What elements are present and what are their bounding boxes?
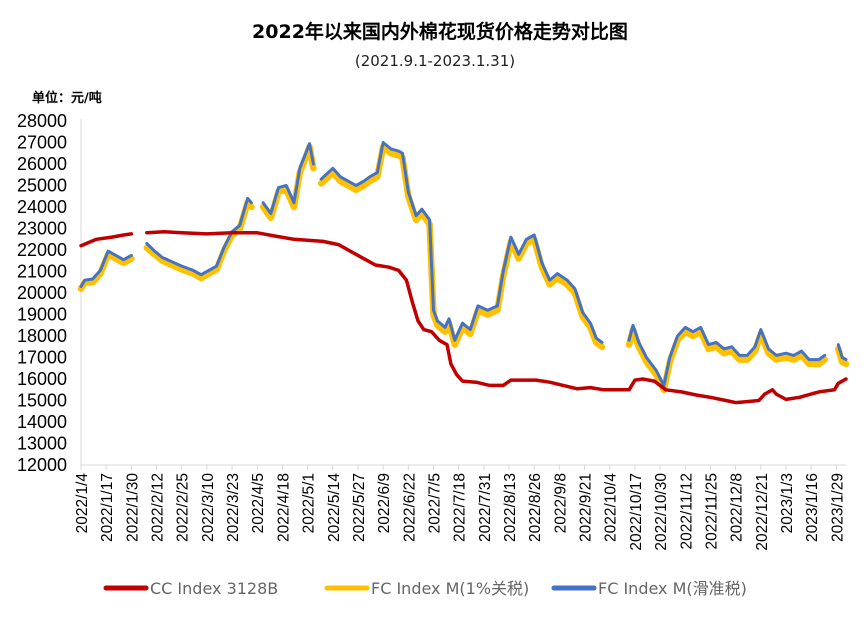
y-tick-label: 17000 bbox=[17, 348, 67, 368]
x-axis: 2022/1/4 2022/1/17 2022/1/30 2022/2/12 2022/… bbox=[74, 464, 846, 551]
x-tick-label: 2023/1/3 bbox=[779, 473, 796, 533]
x-tick-label: 2022/4/5 bbox=[250, 473, 267, 533]
y-tick-label: 27000 bbox=[17, 133, 67, 153]
y-tick-label: 21000 bbox=[17, 262, 67, 282]
x-tick-label: 2022/7/31 bbox=[477, 473, 494, 542]
x-tick-label: 2022/11/25 bbox=[703, 473, 720, 549]
y-axis: 2800027000260002500024000230002200021000… bbox=[17, 111, 82, 475]
x-tick-label: 2023/1/16 bbox=[804, 473, 821, 542]
chart-title: 2022年以来国内外棉花现货价格走势对比图 bbox=[252, 20, 628, 43]
x-tick-label: 2022/2/12 bbox=[150, 473, 167, 542]
x-tick-label: 2022/5/14 bbox=[326, 473, 343, 542]
x-tick-label: 2022/8/13 bbox=[502, 473, 519, 542]
legend-label-1: CC Index 3128B bbox=[150, 579, 278, 598]
x-tick-label: 2022/3/10 bbox=[200, 473, 217, 542]
legend-label-3: FC Index M(滑准税) bbox=[598, 579, 747, 598]
y-tick-label: 24000 bbox=[17, 197, 67, 217]
y-tick-label: 20000 bbox=[17, 283, 67, 303]
y-tick-label: 12000 bbox=[17, 455, 67, 475]
x-tick-label: 2022/9/21 bbox=[578, 473, 595, 542]
y-tick-label: 26000 bbox=[17, 154, 67, 174]
legend-label-2: FC Index M(1%关税) bbox=[371, 579, 529, 598]
x-tick-label: 2022/6/9 bbox=[376, 473, 393, 533]
y-tick-label: 16000 bbox=[17, 369, 67, 389]
series-line-3 bbox=[79, 141, 848, 387]
y-tick-label: 23000 bbox=[17, 219, 67, 239]
x-tick-label: 2022/5/27 bbox=[351, 473, 368, 542]
x-tick-label: 2022/7/5 bbox=[426, 473, 443, 533]
x-tick-label: 2022/8/26 bbox=[527, 473, 544, 542]
y-tick-label: 18000 bbox=[17, 326, 67, 346]
chart-subtitle: (2021.9.1-2023.1.31) bbox=[355, 52, 515, 70]
y-tick-label: 14000 bbox=[17, 412, 67, 432]
x-tick-label: 2022/1/17 bbox=[99, 473, 116, 542]
x-tick-label: 2022/1/30 bbox=[124, 473, 141, 542]
series-layer bbox=[77, 141, 850, 405]
series-line-2 bbox=[77, 143, 850, 394]
x-tick-label: 2023/1/29 bbox=[829, 473, 846, 542]
x-tick-label: 2022/9/8 bbox=[552, 473, 569, 533]
series-line-1 bbox=[79, 229, 848, 405]
y-tick-label: 25000 bbox=[17, 176, 67, 196]
x-tick-label: 2022/2/25 bbox=[175, 473, 192, 542]
x-tick-label: 2022/6/22 bbox=[401, 473, 418, 542]
y-tick-label: 13000 bbox=[17, 434, 67, 454]
y-tick-label: 22000 bbox=[17, 240, 67, 260]
x-tick-label: 2022/10/17 bbox=[628, 473, 645, 551]
x-tick-label: 2022/12/8 bbox=[729, 473, 746, 542]
x-tick-label: 2022/4/18 bbox=[275, 473, 292, 542]
unit-label: 单位：元/吨 bbox=[32, 90, 102, 106]
x-tick-label: 2022/1/4 bbox=[74, 473, 91, 534]
x-tick-label: 2022/5/1 bbox=[301, 473, 318, 533]
x-tick-label: 2022/7/18 bbox=[452, 473, 469, 542]
x-tick-label: 2022/10/30 bbox=[653, 473, 670, 551]
y-tick-label: 28000 bbox=[17, 111, 67, 131]
x-tick-label: 2022/11/12 bbox=[678, 473, 695, 549]
y-tick-label: 19000 bbox=[17, 305, 67, 325]
legend: CC Index 3128B FC Index M(1%关税) FC Index M… bbox=[103, 579, 747, 598]
x-tick-label: 2022/3/23 bbox=[225, 473, 242, 542]
y-tick-label: 15000 bbox=[17, 391, 67, 411]
x-tick-label: 2022/12/21 bbox=[754, 473, 771, 551]
x-tick-label: 2022/10/4 bbox=[603, 473, 620, 542]
